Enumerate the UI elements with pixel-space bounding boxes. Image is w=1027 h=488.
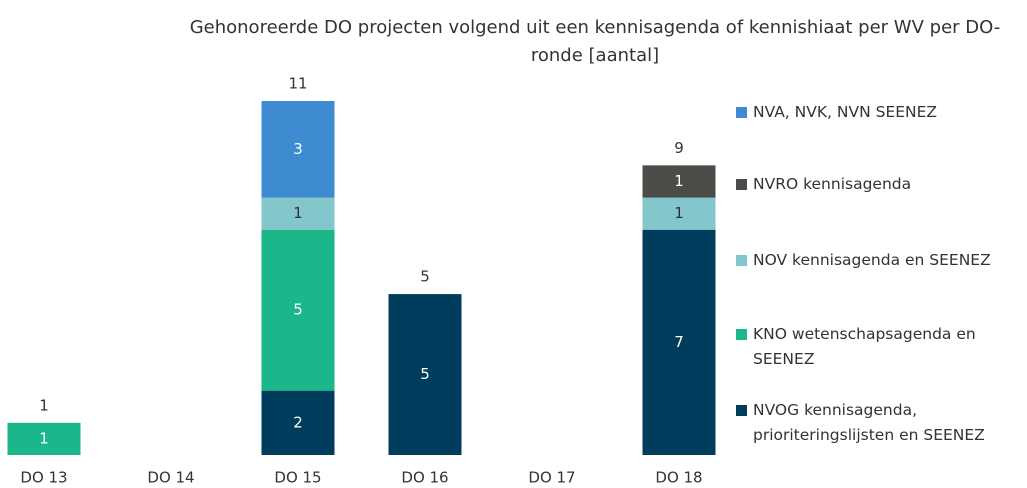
x-tick-label: DO 15 <box>274 469 321 487</box>
bar-segment <box>388 294 462 455</box>
bar-segment <box>261 390 335 455</box>
legend-swatch <box>736 405 747 416</box>
segment-label: 5 <box>293 301 303 319</box>
legend-swatch <box>736 179 747 190</box>
bar-segment <box>642 229 716 455</box>
segment-label: 3 <box>293 140 303 158</box>
total-label: 11 <box>288 75 307 93</box>
legend-item: NVOG kennisagenda, prioriteringslijsten … <box>736 398 1026 448</box>
x-tick-label: DO 13 <box>20 469 67 487</box>
segment-label: 1 <box>39 429 49 447</box>
legend-label: NVA, NVK, NVN SEENEZ <box>753 103 938 121</box>
legend-item: NVRO kennisagenda <box>736 172 1026 197</box>
segment-label: 1 <box>674 204 684 222</box>
bar-segment <box>642 165 716 198</box>
bar-segment <box>642 197 716 230</box>
bar-segment <box>261 101 335 198</box>
legend-item: NOV kennisagenda en SEENEZ <box>736 248 1026 273</box>
legend-label: KNO wetenschapsagenda en SEENEZ <box>753 325 976 368</box>
legend-label: NVRO kennisagenda <box>753 175 912 193</box>
segment-label: 1 <box>674 172 684 190</box>
total-label: 9 <box>674 139 684 157</box>
legend-label: NVOG kennisagenda, prioriteringslijsten … <box>753 401 985 444</box>
chart-title: Gehonoreerde DO projecten volgend uit ee… <box>189 17 1001 66</box>
segment-label: 2 <box>293 413 303 431</box>
legend-item: NVA, NVK, NVN SEENEZ <box>736 100 1026 125</box>
legend-swatch <box>736 107 747 118</box>
legend-label: NOV kennisagenda en SEENEZ <box>753 251 991 269</box>
segment-label: 1 <box>293 204 303 222</box>
bar-segment <box>7 422 81 455</box>
x-tick-label: DO 17 <box>528 469 575 487</box>
legend-swatch <box>736 255 747 266</box>
bar-segment <box>261 197 335 230</box>
x-tick-label: DO 14 <box>147 469 194 487</box>
x-tick-label: DO 16 <box>401 469 448 487</box>
segment-label: 5 <box>420 365 430 383</box>
segment-label: 7 <box>674 333 684 351</box>
legend-swatch <box>736 329 747 340</box>
total-label: 5 <box>420 268 430 286</box>
bar-segment <box>261 229 335 391</box>
total-label: 1 <box>39 396 49 414</box>
x-tick-label: DO 18 <box>655 469 702 487</box>
legend-item: KNO wetenschapsagenda en SEENEZ <box>736 322 1026 372</box>
